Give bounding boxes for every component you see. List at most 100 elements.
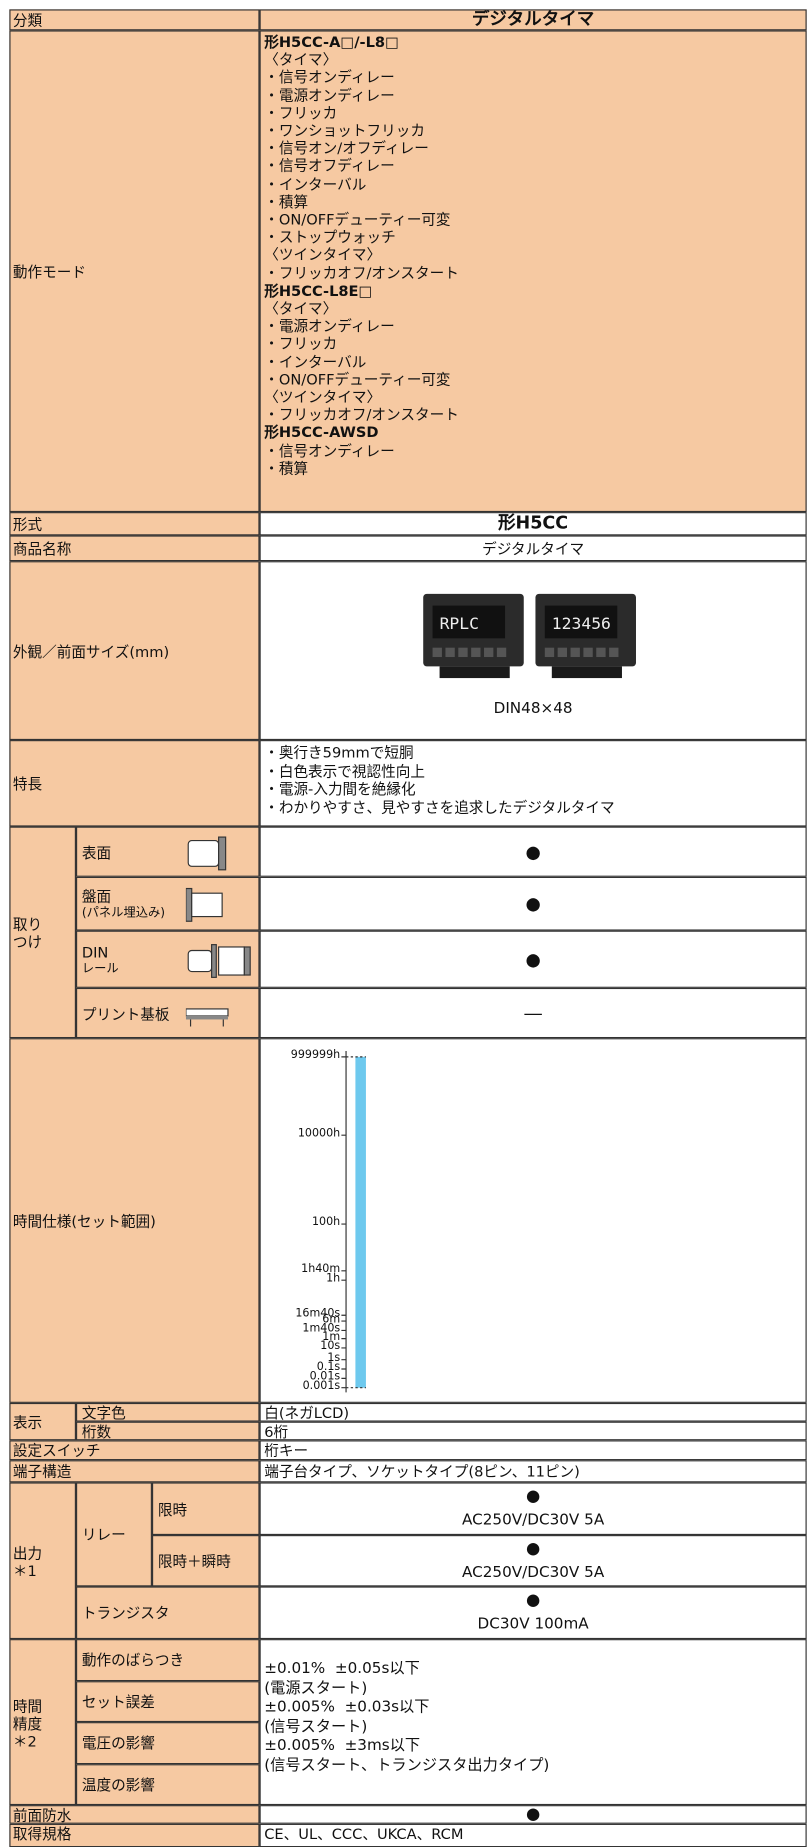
value: ● [525,1805,541,1824]
value: ● [525,1591,541,1610]
label: ＊1 [12,1561,37,1580]
label-cell: 前面防水 [9,1805,260,1824]
sub-label-cell: DIN レール [75,930,260,988]
group-cell: 取り つけ [9,826,76,1039]
label: ＊2 [12,1732,37,1750]
label: 取り [12,915,43,933]
sub-label-cell: 限時＋瞬時 [151,1535,260,1587]
svg-text:123456: 123456 [552,614,611,633]
sub-label-cell: トランジスタ [75,1586,260,1640]
mode-line: ・積算 [264,459,309,477]
value-cell: 桁キー [259,1440,807,1461]
value-cell: ±0.01% ±0.05s以下 (電源スタート) ±0.005% ±0.03s以下(… [259,1639,807,1806]
tick-label: 0.01s [309,1370,341,1384]
label: 端子構造 [12,1462,72,1481]
label: (パネル埋込み) [81,906,166,921]
mount-icon [185,1007,229,1026]
mode-line: ・信号オンディレー [264,441,395,459]
mode-line: ・電源オンディレー [264,317,395,335]
value: ― [524,1002,542,1024]
tick-label: 10000h [297,1127,341,1140]
feature-line: ・白色表示で視認性向上 [264,761,425,780]
value: 白(ネガLCD) [264,1404,350,1422]
label: リレー [81,1525,126,1544]
tick-label: 100h [311,1215,341,1229]
tick-label: 999999h [290,1048,341,1062]
value: AC250V/DC30V 5A [461,1564,605,1582]
sub-label-cell: セット誤差 [75,1680,260,1723]
sub-label-cell: 限時 [151,1482,260,1536]
value: ● [525,948,541,970]
label: プリント基板 [81,1005,170,1023]
mode-line: 形H5CC-A□/-L8□ [264,32,399,51]
value-cell: 端子台タイプ、ソケットタイプ(8ピン、11ピン) [259,1460,807,1483]
mode-line: ・積算 [264,192,309,211]
label-cell: 取得規格 [9,1823,260,1847]
mode-line: ・インターバル [264,352,367,371]
mount-icon [185,887,223,922]
label-cell: 外観／前面サイズ(mm) [9,561,260,741]
label-cell: 商品名称 [9,535,260,562]
value-cell: 形H5CC-A□/-L8□ 〈タイマ〉 ・信号オンディレー ・電源オンディレー ・フリッ… [259,30,807,513]
label: 時間 [12,1696,43,1715]
tick-label: 10s [320,1339,341,1353]
value-cell: 999999h 10000h 100h 1h40m 1h 16m40s 6m 1m40s 1m 1… [259,1038,807,1403]
tick-label: 6m [322,1312,341,1326]
label: 文字色 [81,1404,126,1422]
value: ● [525,1487,541,1506]
label: 表面 [81,844,112,862]
value-line: (電源スタート) [264,1679,368,1697]
value: 桁キー [264,1441,309,1460]
value: AC250V/DC30V 5A [461,1511,605,1530]
tick-label: 1m [322,1330,341,1344]
mount-icon [187,943,251,978]
label-cell: 分類 [9,9,260,31]
label: 精度 [12,1714,43,1733]
value-cell: ― [259,987,807,1039]
value-cell: ● [259,1805,807,1824]
sub-label-cell: 動作のばらつき [75,1639,260,1681]
value-cell: ● [259,930,807,988]
label-cell: 形式 [9,512,260,536]
label: 特長 [12,775,43,793]
mode-line: 〈タイマ〉 [264,50,338,69]
tick-label: 16m40s [295,1307,341,1320]
mode-line: ・信号オンディレー [264,68,395,86]
mode-line: ・ストップウォッチ [264,228,396,246]
value-line: (信号スタート) [264,1717,368,1736]
label: 外観／前面サイズ(mm) [12,642,170,660]
group-cell: 表示 [9,1402,76,1441]
label: 出力 [12,1544,43,1562]
value-cell: 6桁 [259,1421,807,1441]
sub-label-cell: 電圧の影響 [75,1722,260,1764]
label: 商品名称 [12,540,72,558]
sub-label-cell: 表面 [75,826,260,877]
label-cell: 端子構造 [9,1460,260,1483]
label: 桁数 [81,1422,112,1441]
value: ● [525,841,541,863]
mode-line: ・フリッカオフ/オンスタート [264,405,459,424]
value: デジタルタイマ [471,9,595,30]
label-cell: 時間仕様(セット範囲) [9,1038,260,1403]
mode-line: ・フリッカ [264,334,338,353]
label: 前面防水 [12,1806,72,1824]
mode-line: ・ON/OFFデューティー可変 [264,210,451,228]
mode-line: ・信号オン/オフディレー [264,139,429,157]
tick-label: 0.1s [316,1360,341,1374]
value-cell: ・奥行き59mmで短胴 ・白色表示で視認性向上 ・電源-入力間を絶縁化 ・わかりやすさ… [259,740,807,827]
label-cell: 設定スイッチ [9,1440,260,1461]
group-cell: 時間 精度 ＊2 [9,1639,76,1806]
label-cell: 特長 [9,740,260,827]
value: 形H5CC [498,512,569,534]
mount-icon [187,835,227,870]
label: 動作モード [12,263,86,281]
sub-label-cell: 温度の影響 [75,1763,260,1806]
tick-label: 1m40s [302,1322,341,1336]
label: トランジスタ [81,1604,170,1622]
range-chart [341,1051,366,1393]
mode-line: ・インターバル [264,174,367,193]
label: 温度の影響 [81,1775,155,1793]
label: つけ [12,932,43,951]
group-cell: リレー [75,1482,152,1587]
